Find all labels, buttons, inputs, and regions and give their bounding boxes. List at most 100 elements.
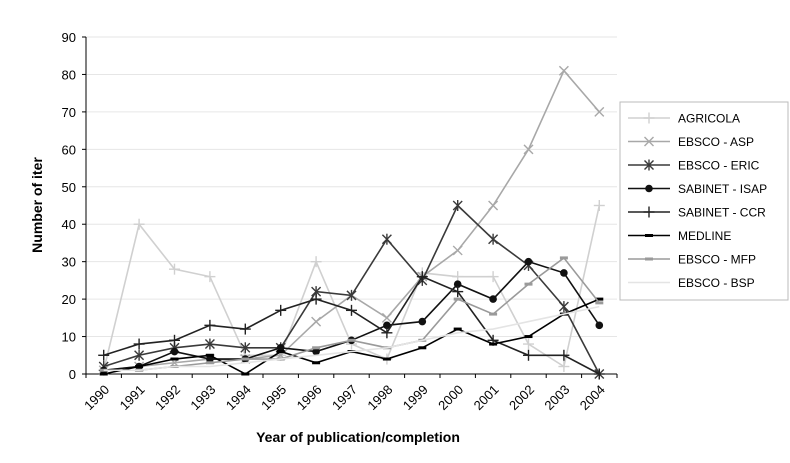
data-point <box>204 319 216 331</box>
x-tick-label-2003: 2003 <box>541 382 572 413</box>
legend-swatch-marker <box>645 257 653 261</box>
data-point <box>524 335 533 339</box>
legend-swatch-marker <box>644 159 654 171</box>
legend-item-3: SABINET - ISAP <box>628 182 767 196</box>
legend-item-1: EBSCO - ASP <box>628 135 754 149</box>
data-point <box>381 233 392 245</box>
data-point <box>382 357 391 361</box>
data-point <box>523 338 534 350</box>
series-lines <box>98 65 605 380</box>
data-point <box>558 65 569 76</box>
y-tick-label-20: 20 <box>62 292 76 307</box>
data-point <box>170 357 179 361</box>
data-point <box>98 349 110 361</box>
legend-swatch-marker <box>645 184 653 193</box>
data-point <box>241 357 250 361</box>
data-point <box>169 334 180 346</box>
y-tick-label-40: 40 <box>62 217 76 232</box>
data-point <box>312 361 321 365</box>
data-point <box>418 317 427 326</box>
data-point <box>347 338 356 342</box>
y-tick-labels: 0 10 20 30 40 50 60 70 80 90 <box>62 30 76 382</box>
data-point <box>452 271 464 283</box>
legend-label: EBSCO - BSP <box>678 276 755 290</box>
data-point <box>488 233 499 245</box>
data-point <box>312 347 320 356</box>
data-point <box>239 323 251 335</box>
x-tick-label-1994: 1994 <box>223 382 254 413</box>
data-point <box>558 361 570 373</box>
data-point <box>204 338 215 350</box>
data-point <box>558 349 570 361</box>
legend-box <box>619 101 789 301</box>
data-point <box>418 346 427 350</box>
data-point <box>416 271 428 283</box>
data-point <box>134 349 145 361</box>
data-point <box>560 269 568 277</box>
x-axis-title: Year of publication/completion <box>256 429 460 445</box>
data-point <box>383 321 391 330</box>
data-point <box>489 312 498 316</box>
data-point <box>133 338 145 350</box>
x-tick-label-1995: 1995 <box>258 382 289 413</box>
y-tick-label-80: 80 <box>62 67 76 82</box>
data-point <box>204 271 216 283</box>
legend-swatch-marker <box>643 206 655 218</box>
axes <box>82 36 618 378</box>
legend-label: EBSCO - MFP <box>678 253 756 267</box>
y-tick-label-90: 90 <box>62 30 76 45</box>
y-tick-label-10: 10 <box>62 330 76 345</box>
data-point <box>310 256 322 268</box>
x-tick-label-1996: 1996 <box>294 382 325 413</box>
series-line-1 <box>103 69 600 372</box>
legend-item-2: EBSCO - ERIC <box>628 159 760 173</box>
data-point <box>452 245 463 256</box>
marker-stroke <box>594 106 605 117</box>
series-7 <box>103 305 600 372</box>
data-point <box>240 342 251 354</box>
data-point <box>524 282 533 286</box>
data-point <box>595 301 604 305</box>
legend-item-0: AGRICOLA <box>628 112 740 126</box>
series-1 <box>98 65 605 376</box>
y-tick-label-0: 0 <box>69 367 76 382</box>
series-line-7 <box>103 305 600 372</box>
legend-swatch-marker <box>645 234 653 237</box>
legend-label: SABINET - CCR <box>678 206 766 220</box>
data-point <box>593 368 605 380</box>
marker-stroke <box>311 316 322 327</box>
legend-label: MEDLINE <box>678 229 731 243</box>
data-point <box>205 361 214 365</box>
series-4 <box>98 271 605 380</box>
data-point <box>524 257 533 266</box>
x-tick-label-2002: 2002 <box>506 382 537 413</box>
x-tick-label-1999: 1999 <box>400 382 431 413</box>
x-tick-label-2000: 2000 <box>435 382 466 413</box>
x-tick-label-1992: 1992 <box>152 382 183 413</box>
x-tick-label-1990: 1990 <box>81 382 112 413</box>
data-point <box>276 350 285 354</box>
data-point <box>595 321 604 330</box>
marker-stroke <box>488 200 499 211</box>
legend-label: SABINET - ISAP <box>678 182 767 196</box>
gridlines <box>86 36 617 338</box>
data-point <box>241 372 250 376</box>
data-point <box>205 353 214 357</box>
data-point <box>523 144 534 155</box>
y-tick-label-50: 50 <box>62 180 76 195</box>
legend-item-6: EBSCO - MFP <box>628 253 756 267</box>
y-tick-label-30: 30 <box>62 255 76 270</box>
y-axis-title: Number of iter <box>29 157 45 253</box>
data-point <box>488 200 499 211</box>
x-tick-label-2004: 2004 <box>577 382 608 413</box>
data-point <box>381 312 392 323</box>
legend-item-7: EBSCO - BSP <box>628 276 755 290</box>
marker-stroke <box>452 245 463 256</box>
data-point <box>595 297 604 301</box>
x-tick-label-1998: 1998 <box>364 382 395 413</box>
data-point <box>453 280 462 288</box>
data-point <box>346 304 357 316</box>
y-tick-label-70: 70 <box>62 105 76 120</box>
data-point <box>133 218 145 230</box>
